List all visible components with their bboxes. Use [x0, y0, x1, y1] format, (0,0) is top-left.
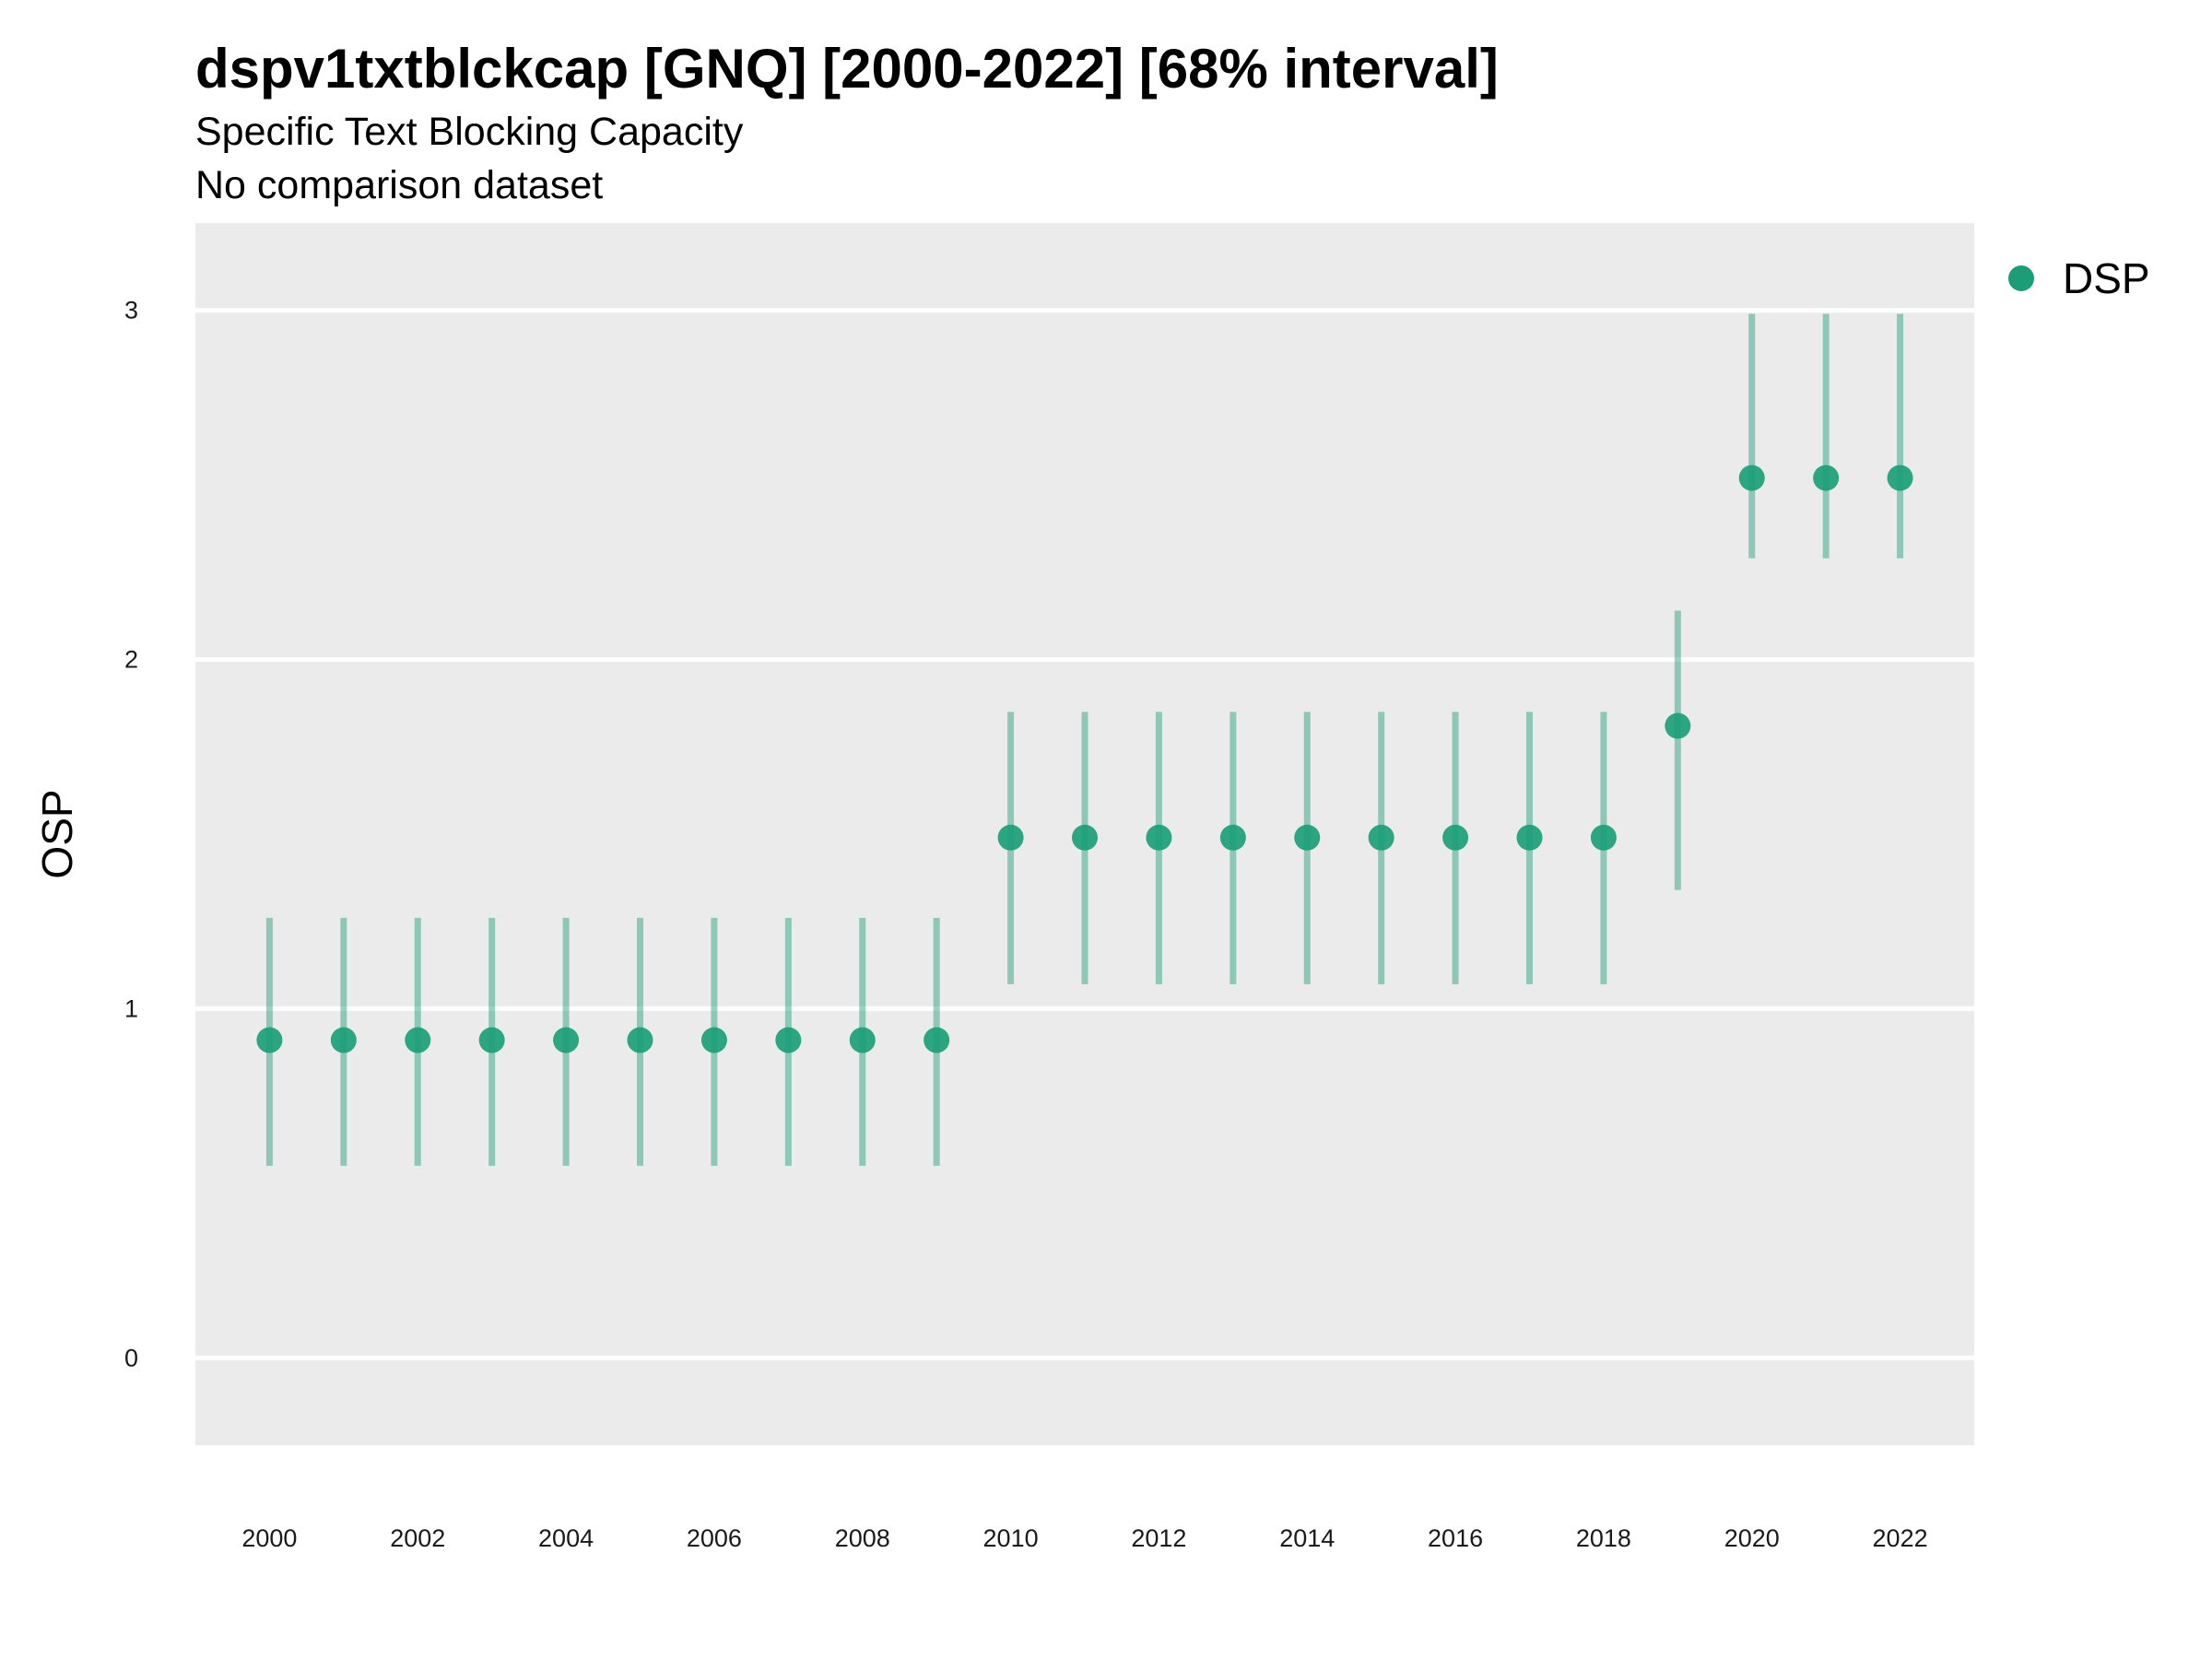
x-tick-label: 2008	[835, 1524, 890, 1552]
x-tick-label: 2014	[1279, 1524, 1335, 1552]
data-point-2002	[405, 1027, 431, 1053]
y-tick-label: 3	[124, 297, 138, 324]
data-point-2004	[553, 1027, 580, 1053]
x-tick-label: 2006	[687, 1524, 742, 1552]
x-tick-label: 2012	[1131, 1524, 1186, 1552]
legend: DSP	[2008, 254, 2150, 302]
data-point-2022	[1887, 465, 1913, 491]
y-tick-label: 0	[124, 1344, 138, 1371]
x-tick-label: 2010	[983, 1524, 1039, 1552]
y-tick-label: 1	[124, 994, 138, 1022]
x-tick-label: 2018	[1576, 1524, 1631, 1552]
data-point-2019	[1665, 712, 1691, 739]
data-point-2000	[256, 1027, 283, 1053]
data-point-2009	[924, 1027, 950, 1053]
data-point-2011	[1072, 824, 1098, 851]
data-point-2021	[1813, 465, 1840, 491]
data-point-2016	[1442, 824, 1469, 851]
grid-lines	[195, 308, 1974, 1360]
chart-caption: No comparison dataset	[195, 163, 603, 207]
data-point-2001	[330, 1027, 357, 1053]
data-point-2006	[700, 1027, 727, 1053]
x-tick-label: 2016	[1428, 1524, 1483, 1552]
data-point-2013	[1219, 824, 1246, 851]
x-axis-ticks: 2000 2002 2004 2006 2008 2010 2012 2014 2016 2018…	[241, 1524, 1927, 1552]
x-tick-label: 2020	[1724, 1524, 1780, 1552]
data-point-2003	[478, 1027, 505, 1053]
data-point-2018	[1590, 824, 1617, 851]
data-point-2007	[775, 1027, 802, 1053]
x-tick-label: 2002	[390, 1524, 445, 1552]
data-points	[256, 465, 1913, 1053]
x-tick-label: 2022	[1873, 1524, 1928, 1552]
data-point-2015	[1368, 824, 1394, 851]
data-point-2010	[997, 824, 1024, 851]
data-point-2005	[627, 1027, 653, 1053]
x-tick-label: 2004	[538, 1524, 594, 1552]
chart-title: dspv1txtblckcap [GNQ] [2000-2022] [68% i…	[195, 38, 1499, 100]
y-axis-title: OSP	[33, 789, 81, 878]
legend-label-dsp: DSP	[2063, 254, 2150, 302]
legend-key-dsp	[2008, 265, 2034, 291]
y-axis-ticks: 0 1 2 3	[124, 297, 138, 1372]
data-point-2008	[849, 1027, 876, 1053]
x-tick-label: 2000	[241, 1524, 297, 1552]
data-point-2012	[1146, 824, 1172, 851]
data-point-2020	[1738, 465, 1765, 491]
y-tick-label: 2	[124, 646, 138, 674]
chart-subtitle: Specific Text Blocking Capacity	[195, 110, 744, 154]
data-point-2017	[1516, 824, 1543, 851]
data-point-2014	[1294, 824, 1321, 851]
